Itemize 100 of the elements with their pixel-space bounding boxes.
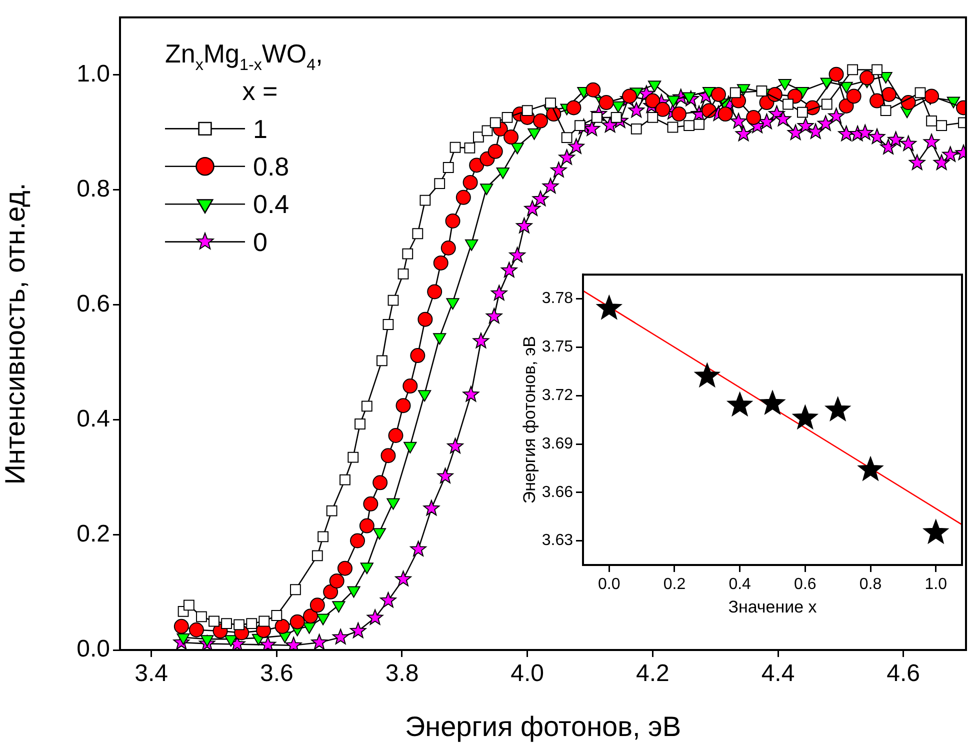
point [372, 528, 386, 540]
x-tick-label: 4.4 [761, 660, 795, 688]
point [667, 122, 678, 133]
point [332, 601, 346, 613]
point [316, 614, 330, 626]
point [782, 98, 794, 110]
point [450, 142, 461, 153]
y-tick-label: 3.66 [542, 484, 574, 501]
x-tick-label: 0.8 [859, 576, 882, 594]
point [647, 112, 658, 123]
point [418, 390, 432, 402]
point [442, 162, 454, 173]
point [473, 132, 484, 142]
y-tick-label: 0.2 [76, 520, 110, 548]
x-tick-label: 3.4 [134, 660, 168, 688]
point [360, 562, 374, 574]
point [290, 584, 301, 596]
y-tick-label: 3.72 [542, 387, 574, 404]
point [684, 120, 694, 131]
point [271, 610, 282, 621]
point [386, 498, 400, 510]
x-axis-title: Энергия фотонов, эВ [404, 710, 682, 742]
y-axis-title: Энергия фотонов, эВ [520, 336, 539, 504]
point [914, 87, 926, 98]
point [340, 474, 350, 486]
y-tick-label: 0.8 [76, 176, 110, 203]
point [760, 390, 786, 414]
point [348, 452, 359, 463]
point [376, 355, 388, 366]
x-tick-label: 3.6 [260, 660, 294, 688]
point [354, 418, 366, 430]
point [434, 178, 446, 190]
y-tick-label: 0.6 [76, 290, 110, 318]
point [858, 456, 884, 481]
y-tick-label: 1.0 [76, 60, 110, 88]
point [246, 618, 258, 629]
point [756, 86, 768, 96]
legend-label: 0 [253, 226, 268, 257]
point [388, 294, 399, 306]
point [821, 98, 832, 110]
point [630, 124, 642, 134]
x-tick-label: 0.6 [794, 576, 816, 594]
point [561, 132, 572, 144]
point [312, 550, 323, 562]
point [465, 239, 478, 251]
y-axis-title: Интенсивность, отн.ед. [0, 182, 31, 485]
point [796, 106, 808, 118]
point [183, 600, 194, 611]
point [361, 400, 372, 412]
x-tick-label: 0.2 [663, 576, 686, 594]
y-tick-label: 3.75 [542, 338, 574, 356]
point [502, 112, 513, 123]
point [936, 120, 948, 131]
point [730, 87, 741, 98]
point [528, 128, 541, 140]
x-axis-title: Значение x [728, 597, 818, 616]
legend-label: 1 [253, 114, 268, 144]
legend-label: 0.4 [253, 189, 290, 220]
x-tick-label: 4.6 [886, 660, 920, 688]
point [778, 78, 792, 90]
legend-label: 0.8 [253, 152, 290, 182]
point [923, 520, 948, 544]
x-tick-label: 3.8 [385, 660, 419, 688]
point [825, 396, 850, 421]
point [482, 125, 493, 136]
point [926, 115, 937, 126]
point [694, 363, 720, 387]
point [847, 64, 858, 76]
point [464, 142, 476, 154]
point [234, 619, 245, 630]
point [522, 105, 533, 116]
point [347, 586, 360, 598]
point [872, 64, 882, 76]
point [176, 633, 190, 645]
point [420, 194, 431, 206]
y-tick-label: 0.0 [76, 636, 110, 663]
point [727, 392, 752, 416]
y-tick-label: 3.69 [542, 435, 574, 452]
point [318, 531, 328, 542]
point [402, 248, 414, 260]
point [404, 442, 417, 454]
point [412, 228, 424, 240]
point [433, 333, 446, 345]
point [221, 618, 232, 629]
x-tick-label: 0.0 [598, 576, 620, 594]
y-tick-label: 3.63 [542, 532, 574, 550]
point [224, 635, 238, 647]
point [208, 616, 220, 627]
point [596, 295, 622, 320]
x-tick-label: 0.4 [728, 576, 752, 594]
x-tick-label: 4.2 [636, 660, 670, 688]
point [326, 505, 338, 516]
x-tick-label: 4.0 [510, 660, 544, 688]
y-tick-label: 0.4 [76, 406, 110, 433]
point [196, 611, 207, 622]
y-tick-label: 3.78 [542, 290, 574, 308]
x-tick-label: 1.0 [924, 576, 948, 594]
point [490, 117, 501, 128]
point [792, 405, 818, 429]
point [398, 268, 409, 280]
